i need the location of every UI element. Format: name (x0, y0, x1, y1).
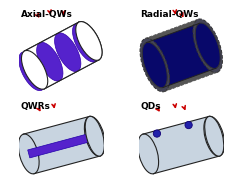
Ellipse shape (84, 116, 105, 156)
Ellipse shape (72, 23, 99, 62)
Ellipse shape (142, 42, 167, 88)
Ellipse shape (140, 38, 170, 92)
Ellipse shape (193, 19, 223, 73)
Polygon shape (28, 132, 96, 158)
Ellipse shape (205, 116, 224, 156)
Ellipse shape (76, 22, 102, 60)
Polygon shape (145, 19, 217, 91)
Text: QDs: QDs (140, 102, 161, 111)
Ellipse shape (76, 22, 102, 60)
Ellipse shape (21, 50, 48, 89)
Polygon shape (147, 23, 216, 88)
Polygon shape (143, 116, 219, 174)
Ellipse shape (18, 134, 39, 174)
Polygon shape (25, 22, 99, 89)
Text: QWRs: QWRs (21, 102, 51, 111)
Ellipse shape (37, 42, 63, 81)
Ellipse shape (185, 121, 192, 129)
Ellipse shape (138, 134, 159, 174)
Ellipse shape (55, 33, 81, 72)
Ellipse shape (204, 116, 225, 156)
Text: Axial-QWs: Axial-QWs (21, 10, 73, 19)
Ellipse shape (21, 50, 48, 89)
Polygon shape (25, 22, 99, 89)
Ellipse shape (85, 116, 104, 156)
Ellipse shape (195, 23, 220, 68)
Ellipse shape (19, 52, 45, 91)
Ellipse shape (153, 130, 161, 137)
Polygon shape (24, 116, 100, 174)
Text: Radial-QWs: Radial-QWs (140, 10, 199, 19)
